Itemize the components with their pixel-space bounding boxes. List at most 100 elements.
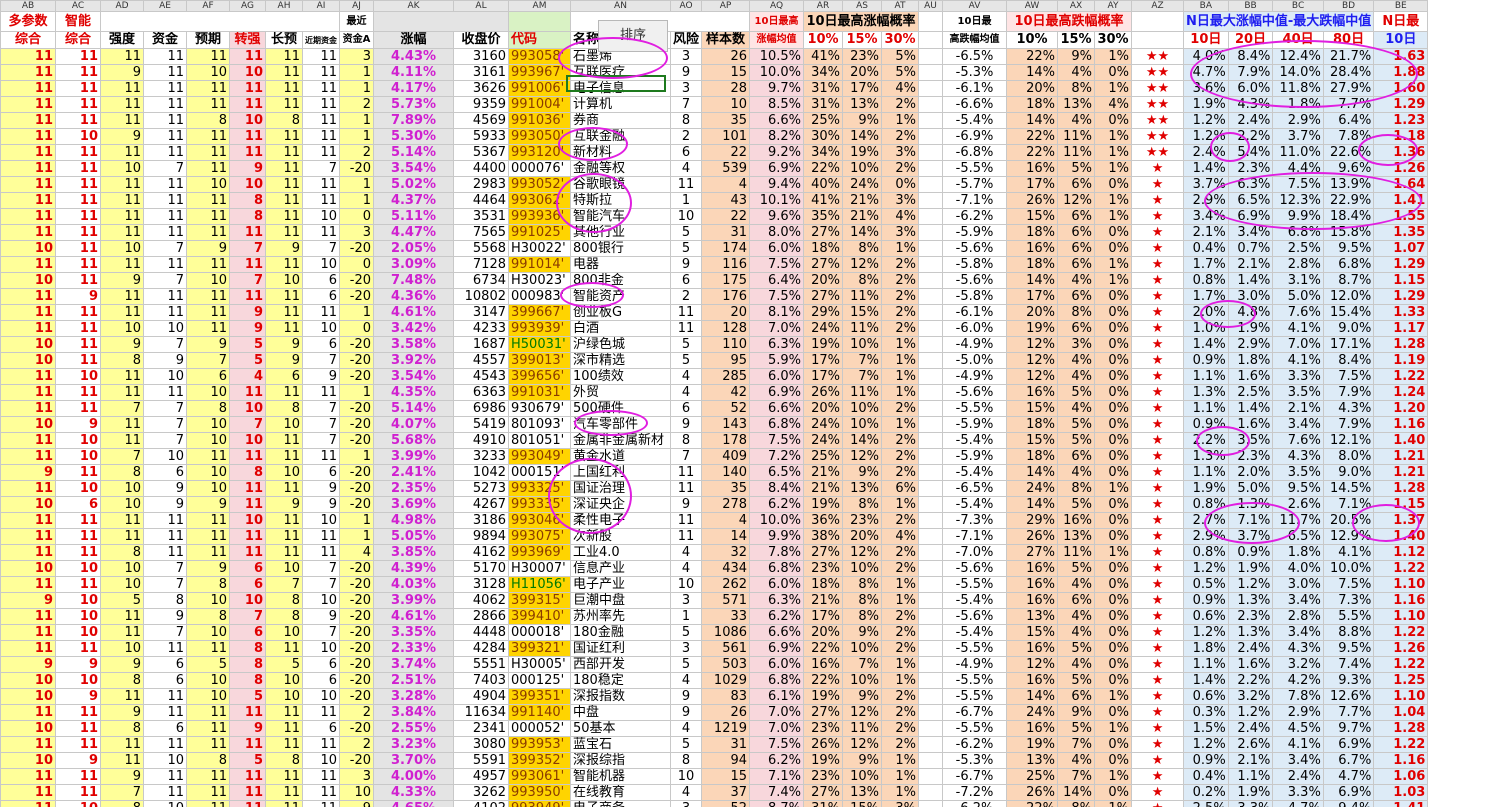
cell-blank[interactable]: [918, 48, 944, 65]
table-row[interactable]: 11 11 11 11 10 10 11 11 1 5.02% 2983 993052' 谷歌眼镜 11 4…: [0, 176, 1429, 193]
cell-close[interactable]: 4284: [453, 640, 509, 657]
cell-med-20d[interactable]: 6.3%: [1227, 176, 1274, 193]
cell-samples[interactable]: 28: [701, 80, 751, 97]
table-row[interactable]: 11 11 11 11 11 11 11 11 2 5.14% 5367 993120' 新材料 6 22 9…: [0, 144, 1429, 161]
table-row[interactable]: 11 10 9 11 11 11 11 11 1 5.30% 5933 993050' 互联金融 2 101…: [0, 128, 1429, 145]
cell-composite[interactable]: 11: [0, 768, 56, 785]
cell-low-30[interactable]: 1%: [1094, 192, 1133, 209]
cell-capital-a[interactable]: 1: [339, 448, 374, 465]
cell-avg-gain[interactable]: 6.3%: [749, 592, 805, 609]
cell-high-30[interactable]: 2%: [881, 560, 920, 577]
cell-med-20d[interactable]: 0.9%: [1227, 544, 1274, 561]
cell-turn-strong[interactable]: 11: [229, 96, 266, 113]
cell-high-10[interactable]: 22%: [803, 640, 844, 657]
cell-avg-gain[interactable]: 7.0%: [749, 720, 805, 737]
cell-smart-composite[interactable]: 10: [55, 368, 101, 385]
cell-avg-drop[interactable]: -5.5%: [942, 160, 1008, 177]
cell-smart-composite[interactable]: 11: [55, 704, 101, 721]
cell-name[interactable]: 电子商务: [570, 800, 671, 807]
cell-close[interactable]: 6363: [453, 384, 509, 401]
header-med-40d[interactable]: 40日: [1272, 31, 1324, 49]
cell-high-30[interactable]: 1%: [881, 352, 920, 369]
cell-blank[interactable]: [918, 720, 944, 737]
header-composite[interactable]: 综合: [0, 31, 56, 49]
cell-capital[interactable]: 11: [143, 688, 187, 705]
cell-change[interactable]: 4.35%: [373, 384, 454, 401]
cell-recent-capital[interactable]: 6: [302, 336, 340, 353]
cell-high-15[interactable]: 10%: [842, 160, 883, 177]
cell-med-10d[interactable]: 3.7%: [1183, 176, 1229, 193]
cell-low-30[interactable]: 1%: [1094, 160, 1133, 177]
cell-turn-strong[interactable]: 7: [229, 608, 266, 625]
cell-risk[interactable]: 1: [669, 608, 703, 625]
cell-high-15[interactable]: 20%: [842, 64, 883, 81]
cell-long-expect[interactable]: 11: [265, 64, 303, 81]
cell-low-10[interactable]: 14%: [1006, 64, 1059, 81]
cell-med-80d[interactable]: 9.7%: [1322, 720, 1375, 737]
cell-high-10[interactable]: 25%: [803, 112, 844, 129]
column-letter[interactable]: AY: [1094, 0, 1133, 12]
cell-high-10[interactable]: 27%: [803, 784, 844, 801]
cell-nday-10d[interactable]: 1.37: [1373, 512, 1429, 529]
cell-composite[interactable]: 11: [0, 400, 56, 417]
cell-risk[interactable]: 3: [669, 80, 703, 97]
cell-low-30[interactable]: 1%: [1094, 256, 1133, 273]
table-row[interactable]: 11 11 7 11 11 11 11 11 10 4.33% 3262 993950' 在线教育 4 37…: [0, 784, 1429, 801]
cell-low-10[interactable]: 16%: [1006, 240, 1059, 257]
table-row[interactable]: 11 11 11 11 11 11 11 11 2 5.73% 9359 991004' 计算机 7 10 8…: [0, 96, 1429, 113]
cell-change[interactable]: 3.54%: [373, 160, 454, 177]
column-letter[interactable]: AQ: [749, 0, 805, 12]
cell-high-30[interactable]: 3%: [881, 224, 920, 241]
cell-name[interactable]: 180金融: [570, 624, 671, 641]
cell-blank[interactable]: [918, 496, 944, 513]
table-row[interactable]: 11 11 11 11 11 8 11 11 1 4.37% 4464 993062' 特斯拉 1 43 10…: [0, 192, 1429, 209]
cell-recent-capital[interactable]: 7: [302, 560, 340, 577]
cell-low-15[interactable]: 6%: [1057, 288, 1096, 305]
cell-stars[interactable]: ★: [1131, 320, 1185, 337]
cell-name[interactable]: 计算机: [570, 96, 671, 113]
cell-strength[interactable]: 11: [100, 512, 144, 529]
cell-turn-strong[interactable]: 11: [229, 288, 266, 305]
cell-med-80d[interactable]: 22.6%: [1322, 144, 1375, 161]
cell-code[interactable]: 399410': [508, 608, 571, 625]
cell-close[interactable]: 5551: [453, 656, 509, 673]
header-med-20d[interactable]: 20日: [1227, 31, 1274, 49]
cell-composite[interactable]: 11: [0, 512, 56, 529]
cell-nday-10d[interactable]: 1.04: [1373, 704, 1429, 721]
column-letter[interactable]: AI: [302, 0, 340, 12]
cell-nday-10d[interactable]: 1.22: [1373, 368, 1429, 385]
column-letter[interactable]: AE: [143, 0, 187, 12]
cell-composite[interactable]: 11: [0, 432, 56, 449]
table-row[interactable]: 9 9 9 6 5 8 5 6 -20 3.74% 5551 H30005' 西部开发 5 503 6.0% 1…: [0, 656, 1429, 673]
cell-avg-drop[interactable]: -5.0%: [942, 352, 1008, 369]
cell-capital[interactable]: 7: [143, 576, 187, 593]
cell-high-15[interactable]: 14%: [842, 432, 883, 449]
cell-smart-composite[interactable]: 11: [55, 352, 101, 369]
cell-capital-a[interactable]: 3: [339, 768, 374, 785]
cell-high-10[interactable]: 23%: [803, 768, 844, 785]
header-10d-low[interactable]: 10日最: [942, 11, 1008, 32]
cell-recent-capital[interactable]: 10: [302, 688, 340, 705]
cell-code[interactable]: 930679': [508, 400, 571, 417]
cell-avg-drop[interactable]: -5.5%: [942, 640, 1008, 657]
cell-stars[interactable]: ★: [1131, 368, 1185, 385]
cell-blank[interactable]: [918, 640, 944, 657]
cell-high-15[interactable]: 12%: [842, 704, 883, 721]
cell-med-40d[interactable]: 3.4%: [1272, 592, 1324, 609]
column-letter[interactable]: AT: [881, 0, 920, 12]
cell-high-15[interactable]: 15%: [842, 304, 883, 321]
cell-composite[interactable]: 11: [0, 608, 56, 625]
cell-low-15[interactable]: 8%: [1057, 800, 1096, 807]
table-row[interactable]: 11 11 11 11 11 10 11 10 1 4.98% 3186 993046' 柔性电子 11 4…: [0, 512, 1429, 529]
cell-turn-strong[interactable]: 5: [229, 752, 266, 769]
cell-name[interactable]: 信息产业: [570, 560, 671, 577]
cell-close[interactable]: 9894: [453, 528, 509, 545]
cell-high-30[interactable]: 2%: [881, 704, 920, 721]
cell-low-10[interactable]: 27%: [1006, 544, 1059, 561]
cell-code[interactable]: H11056': [508, 576, 571, 593]
cell-composite[interactable]: 11: [0, 64, 56, 81]
cell-high-30[interactable]: 2%: [881, 160, 920, 177]
cell-low-15[interactable]: 6%: [1057, 320, 1096, 337]
cell-capital-a[interactable]: 3: [339, 224, 374, 241]
cell-smart-composite[interactable]: 9: [55, 688, 101, 705]
